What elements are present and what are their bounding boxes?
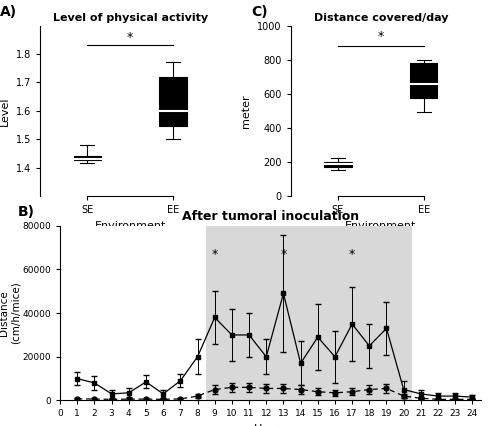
Text: *: * bbox=[211, 248, 218, 261]
Title: After tumoral inoculation: After tumoral inoculation bbox=[182, 210, 359, 223]
Text: A): A) bbox=[1, 5, 18, 19]
X-axis label: Hours: Hours bbox=[254, 424, 287, 426]
Bar bbox=[74, 156, 101, 161]
X-axis label: Environment: Environment bbox=[345, 221, 416, 230]
Title: Distance covered/day: Distance covered/day bbox=[314, 13, 448, 23]
Text: *: * bbox=[280, 248, 287, 261]
Bar bbox=[324, 162, 352, 167]
Text: *: * bbox=[127, 31, 133, 44]
Y-axis label: meter: meter bbox=[241, 94, 252, 127]
Bar bbox=[410, 63, 437, 98]
Text: *: * bbox=[349, 248, 355, 261]
X-axis label: Environment: Environment bbox=[95, 221, 166, 230]
Text: C): C) bbox=[251, 5, 268, 19]
Text: B): B) bbox=[18, 205, 35, 219]
Y-axis label: Distance
(cm/h/mice): Distance (cm/h/mice) bbox=[0, 282, 21, 345]
Bar bbox=[206, 226, 412, 400]
Bar bbox=[159, 77, 187, 127]
Y-axis label: Level: Level bbox=[0, 96, 10, 126]
Title: Level of physical activity: Level of physical activity bbox=[53, 13, 208, 23]
Text: *: * bbox=[378, 29, 384, 43]
